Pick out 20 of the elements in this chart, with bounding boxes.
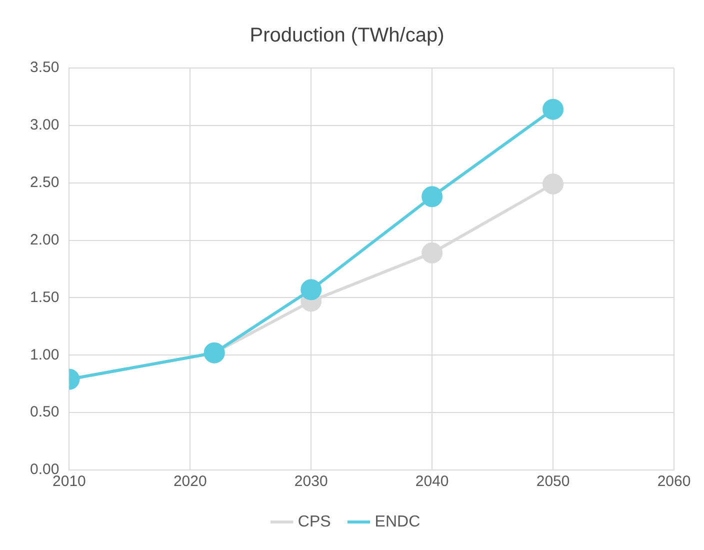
- y-tick-label: 1.00: [30, 346, 60, 364]
- x-tick-label: 2030: [294, 473, 328, 490]
- point: [300, 279, 322, 300]
- y-tick-label: 2.50: [30, 174, 60, 191]
- x-tick-label: 2050: [536, 473, 570, 490]
- point: [542, 98, 564, 120]
- legend-label: CPS: [298, 513, 331, 530]
- y-tick-label: 2.00: [30, 231, 60, 248]
- y-tick-label: 1.50: [30, 288, 60, 306]
- point: [422, 186, 443, 208]
- x-tick-label: 2040: [415, 473, 449, 490]
- y-tick-label: 3.00: [30, 116, 60, 134]
- y-tick-label: 3.50: [30, 59, 60, 76]
- y-tick-label: 0.50: [30, 404, 60, 421]
- legend-label: ENDC: [374, 513, 420, 530]
- x-tick-label: 2020: [173, 473, 207, 490]
- point: [422, 242, 443, 264]
- chart-title: Production (TWh/cap): [250, 24, 444, 47]
- point: [542, 174, 564, 195]
- x-tick-label: 2060: [657, 473, 691, 490]
